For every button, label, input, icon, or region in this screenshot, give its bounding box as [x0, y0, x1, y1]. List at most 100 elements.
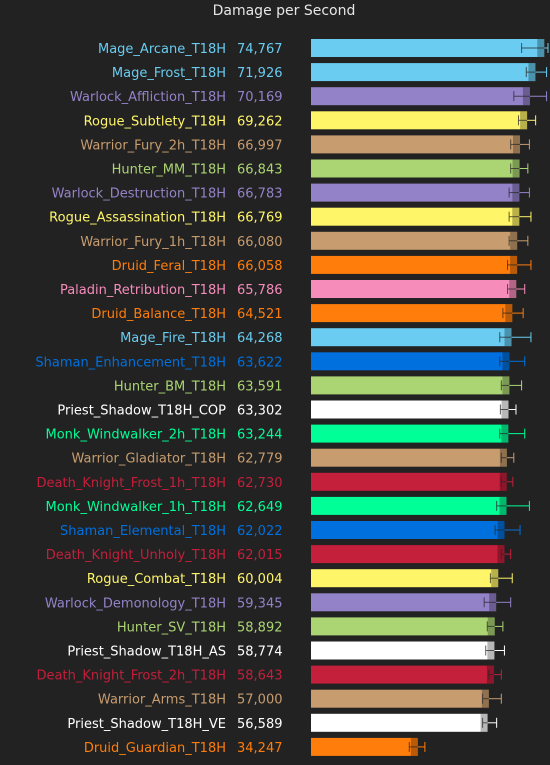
- chart-rows: Mage_Arcane_T18H 74,767 Mage_Frost_T18H 71,…: [35, 39, 549, 756]
- category-label: Warrior_Fury_2h_T18H: [80, 138, 226, 153]
- bar-row: Priest_Shadow_T18H_COP 63,302: [57, 400, 517, 419]
- value-label: 64,268: [237, 331, 283, 346]
- value-label: 59,345: [237, 596, 283, 611]
- bar-row: Death_Knight_Frost_1h_T18H 62,730: [37, 472, 514, 491]
- bar: [311, 280, 517, 298]
- bar-row: Warrior_Fury_1h_T18H 66,080: [80, 231, 529, 250]
- value-label: 60,004: [237, 572, 283, 587]
- bar-row: Rogue_Combat_T18H 60,004: [87, 569, 513, 588]
- category-label: Death_Knight_Frost_1h_T18H: [37, 476, 226, 491]
- value-label: 57,000: [237, 693, 283, 708]
- category-label: Death_Knight_Frost_2h_T18H: [37, 669, 226, 684]
- value-label: 66,058: [237, 259, 283, 274]
- category-label: Priest_Shadow_T18H_VE: [67, 717, 226, 732]
- bar: [311, 231, 518, 250]
- category-label: Warlock_Destruction_T18H: [52, 187, 226, 202]
- bar-row: Death_Knight_Frost_2h_T18H 58,643: [37, 665, 502, 684]
- category-label: Priest_Shadow_T18H_COP: [57, 404, 226, 419]
- bar: [311, 665, 494, 684]
- value-label: 62,022: [237, 524, 283, 539]
- value-label: 58,774: [237, 645, 283, 660]
- bar: [311, 135, 521, 154]
- bar-row: Rogue_Assassination_T18H 66,769: [49, 207, 532, 226]
- category-label: Hunter_MM_T18H: [112, 163, 226, 178]
- value-label: 62,730: [237, 476, 283, 491]
- bar: [311, 328, 512, 347]
- category-label: Warrior_Arms_T18H: [98, 693, 226, 708]
- value-label: 74,767: [237, 42, 283, 57]
- category-label: Hunter_SV_T18H: [117, 620, 226, 635]
- bar: [311, 713, 488, 732]
- bar: [311, 207, 520, 226]
- bar-row: Priest_Shadow_T18H_VE 56,589: [67, 713, 498, 732]
- value-label: 66,080: [237, 235, 283, 250]
- bar-row: Shaman_Enhancement_T18H 63,622: [35, 352, 526, 371]
- bar: [311, 617, 495, 636]
- bar: [311, 569, 499, 588]
- value-label: 63,622: [237, 355, 283, 370]
- bar: [311, 472, 507, 491]
- value-label: 66,783: [237, 187, 283, 202]
- bar: [311, 448, 507, 467]
- value-label: 63,591: [237, 379, 283, 394]
- bar-row: Priest_Shadow_T18H_AS 58,774: [67, 641, 505, 660]
- value-label: 69,262: [237, 114, 283, 129]
- bar: [311, 689, 489, 708]
- bar: [311, 352, 510, 371]
- bar-row: Hunter_BM_T18H 63,591: [114, 376, 523, 395]
- bar-row: Druid_Balance_T18H 64,521: [91, 304, 524, 323]
- value-label: 66,769: [237, 211, 283, 226]
- bar: [311, 255, 518, 274]
- bar-row: Shaman_Elemental_T18H 62,022: [60, 521, 521, 539]
- bar-row: Warrior_Gladiator_T18H 62,779: [72, 448, 515, 467]
- bar: [311, 183, 520, 202]
- value-label: 62,779: [237, 452, 283, 467]
- bar-row: Warlock_Destruction_T18H 66,783: [52, 183, 530, 202]
- bar-row: Death_Knight_Unholy_T18H 62,015: [46, 545, 512, 564]
- bar-row: Mage_Arcane_T18H 74,767: [98, 39, 549, 57]
- category-label: Death_Knight_Unholy_T18H: [46, 548, 226, 563]
- category-label: Druid_Feral_T18H: [112, 259, 226, 274]
- value-label: 64,521: [237, 307, 283, 322]
- bar-row: Warlock_Demonology_T18H 59,345: [45, 593, 512, 612]
- category-label: Warlock_Demonology_T18H: [45, 596, 226, 611]
- value-label: 58,643: [237, 669, 283, 684]
- bar: [311, 400, 509, 419]
- bar: [311, 593, 497, 612]
- bar-row: Hunter_MM_T18H 66,843: [112, 159, 529, 178]
- value-label: 66,843: [237, 163, 283, 178]
- category-label: Shaman_Elemental_T18H: [60, 524, 226, 539]
- bar: [311, 63, 536, 82]
- category-label: Druid_Guardian_T18H: [84, 741, 226, 756]
- value-label: 66,997: [237, 138, 283, 153]
- bar: [311, 737, 418, 756]
- bar: [311, 159, 520, 178]
- category-label: Rogue_Assassination_T18H: [49, 211, 226, 226]
- category-label: Shaman_Enhancement_T18H: [35, 355, 226, 370]
- category-label: Monk_Windwalker_2h_T18H: [46, 428, 227, 443]
- bar: [311, 521, 505, 539]
- bar: [311, 39, 545, 57]
- bar-row: Warlock_Affliction_T18H 70,169: [70, 87, 548, 106]
- category-label: Warlock_Affliction_T18H: [70, 90, 226, 105]
- bar: [311, 545, 505, 564]
- category-label: Monk_Windwalker_1h_T18H: [46, 500, 227, 515]
- value-label: 71,926: [237, 66, 283, 81]
- bar: [311, 424, 509, 443]
- bar-row: Mage_Frost_T18H 71,926: [112, 63, 548, 82]
- category-label: Mage_Frost_T18H: [112, 66, 226, 81]
- bar-row: Druid_Guardian_T18H 34,247: [84, 737, 426, 756]
- bar-row: Warrior_Fury_2h_T18H 66,997: [80, 135, 530, 154]
- category-label: Rogue_Subtlety_T18H: [84, 114, 226, 129]
- category-label: Rogue_Combat_T18H: [87, 572, 226, 587]
- chart-title: Damage per Second: [213, 3, 356, 19]
- bar-row: Hunter_SV_T18H 58,892: [117, 617, 504, 636]
- bar: [311, 376, 510, 395]
- value-label: 62,015: [237, 548, 283, 563]
- category-label: Druid_Balance_T18H: [91, 307, 226, 322]
- bar-row: Warrior_Arms_T18H 57,000: [98, 689, 502, 708]
- bar-row: Paladin_Retribution_T18H 65,786: [60, 280, 526, 298]
- value-label: 70,169: [237, 90, 283, 105]
- category-label: Mage_Arcane_T18H: [98, 42, 226, 57]
